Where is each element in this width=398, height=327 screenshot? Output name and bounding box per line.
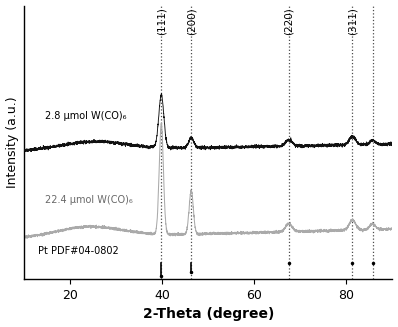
Text: Pt PDF#04-0802: Pt PDF#04-0802 (38, 247, 119, 256)
Text: 22.4 μmol W(CO)₆: 22.4 μmol W(CO)₆ (45, 195, 133, 205)
Text: (200): (200) (186, 7, 196, 35)
Y-axis label: Intensity (a.u.): Intensity (a.u.) (6, 96, 19, 188)
Text: (311): (311) (347, 7, 357, 35)
Text: (111): (111) (156, 7, 166, 35)
X-axis label: 2-Theta (degree): 2-Theta (degree) (142, 307, 274, 321)
Text: 2.8 μmol W(CO)₆: 2.8 μmol W(CO)₆ (45, 111, 126, 121)
Text: (220): (220) (284, 7, 294, 35)
